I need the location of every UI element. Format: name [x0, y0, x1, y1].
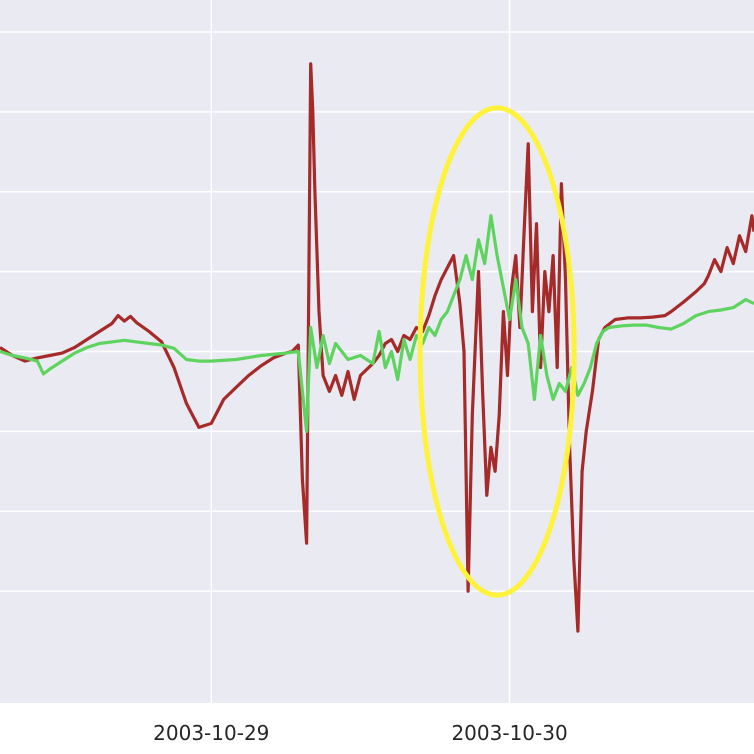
x-axis-ticks: 2003-10-29 2003-10-30	[153, 721, 568, 745]
x-tick-label: 2003-10-29	[153, 721, 269, 745]
x-tick-label: 2003-10-30	[451, 721, 567, 745]
highlight-ellipse	[417, 105, 577, 598]
series-line-2	[0, 214, 754, 433]
series-line-1	[0, 62, 754, 633]
series-layer	[0, 62, 754, 633]
annotation-layer	[417, 105, 577, 598]
